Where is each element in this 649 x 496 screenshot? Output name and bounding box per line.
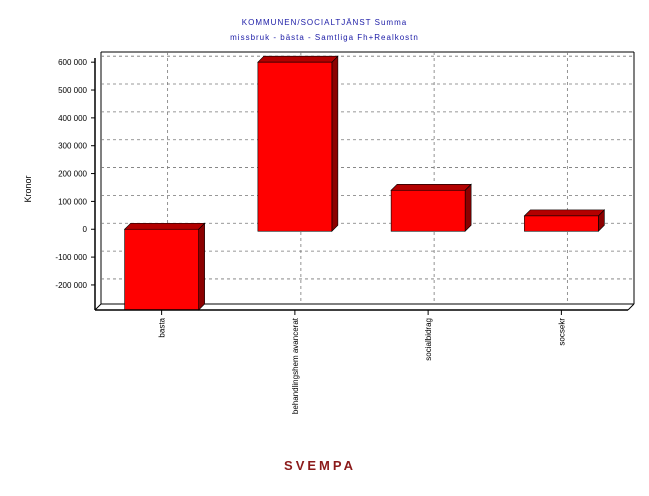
plot-wall [95,52,634,310]
y-tick-label: 0 [83,225,88,234]
plot-floor-left-edge [94,303,102,311]
bar [524,215,599,232]
chart-title: KOMMUNEN/SOCIALTJÄNST Summa [241,18,408,27]
x-tick-label: basta [158,317,167,337]
y-tick-label: 100 000 [58,197,87,206]
bar [257,61,333,232]
y-tick-label: 600 000 [58,58,87,67]
bar-top [390,183,472,191]
bar-side [464,183,472,232]
bar [390,189,466,232]
x-tick-label: socsekr [557,318,566,346]
x-axis-label: SVEMPA [284,458,356,473]
bar-top [523,209,606,217]
bar-side [331,55,339,232]
y-tick-label: 200 000 [58,170,87,179]
bar-top [257,55,339,63]
x-tick-label: socialbidrag [424,318,433,361]
bar-top [123,222,206,230]
y-tick-label: 500 000 [58,86,87,95]
y-tick-label: 400 000 [58,114,87,123]
bar [124,228,199,311]
y-tick-label: 300 000 [58,142,87,151]
chart-subtitle: missbruk - bästa - Samtliga Fh+Realkostn [230,33,419,42]
plot-floor-right-edge [627,303,635,311]
y-tick-label: -200 000 [55,281,87,290]
y-tick-label: -100 000 [55,253,87,262]
bar-side [198,222,205,311]
x-tick-label: behandlingshem avancerat [291,317,300,414]
